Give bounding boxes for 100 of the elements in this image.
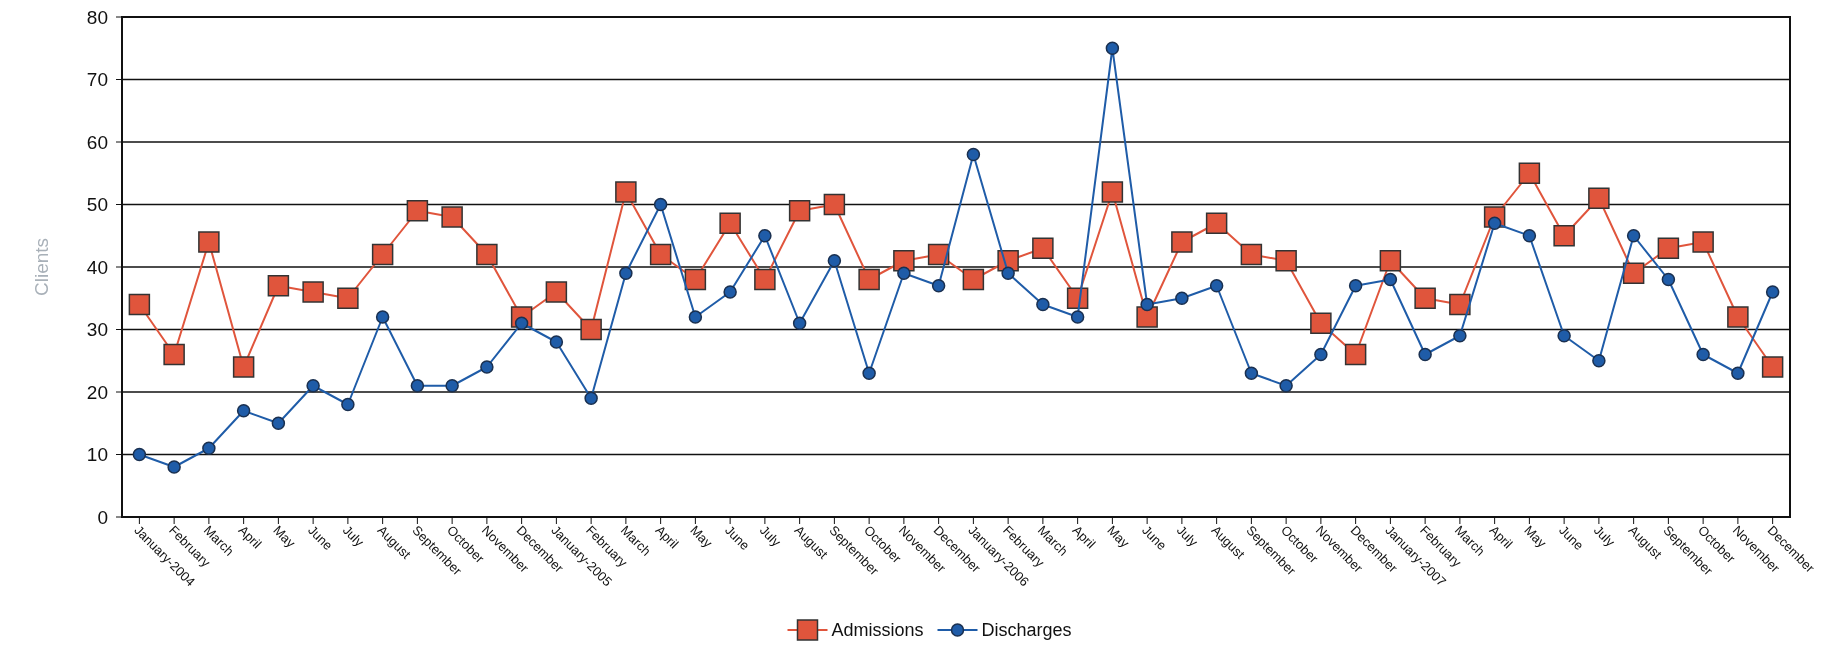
point	[163, 343, 185, 366]
x-tick-label: April	[1069, 522, 1099, 552]
x-tick-label: May	[687, 522, 716, 551]
point	[549, 335, 564, 349]
point	[371, 243, 394, 266]
point	[792, 316, 807, 330]
y-tick-label: 80	[86, 6, 108, 28]
point	[198, 231, 220, 253]
point	[1765, 285, 1780, 299]
point	[1414, 287, 1436, 309]
y-tick-label: 40	[86, 256, 108, 278]
legend-label: Discharges	[981, 620, 1072, 641]
point	[1626, 229, 1641, 243]
point	[580, 318, 602, 341]
point	[337, 287, 359, 309]
point	[893, 250, 915, 272]
point	[545, 281, 568, 303]
point	[1522, 229, 1537, 243]
point	[1383, 272, 1398, 287]
point	[1518, 162, 1541, 184]
point	[758, 229, 772, 243]
point	[1032, 237, 1054, 259]
point	[1171, 231, 1193, 253]
point	[167, 460, 181, 474]
y-tick-label: 30	[86, 319, 108, 341]
point	[1588, 187, 1610, 209]
point	[1661, 272, 1676, 287]
point	[862, 366, 876, 380]
point	[1101, 181, 1124, 203]
point	[202, 441, 216, 455]
legend-label: Admissions	[831, 620, 924, 641]
x-tick-label: April	[1486, 522, 1516, 552]
point	[897, 266, 911, 280]
point	[1379, 250, 1402, 272]
x-tick-label: July	[1590, 522, 1619, 550]
y-tick-label: 70	[86, 69, 108, 91]
point	[306, 379, 320, 393]
point	[1344, 343, 1367, 366]
point	[1036, 297, 1050, 312]
x-tick-label: April	[652, 522, 682, 552]
point	[1418, 347, 1432, 362]
point	[410, 379, 425, 393]
point	[1105, 41, 1120, 55]
point	[788, 200, 811, 222]
point	[441, 206, 463, 228]
point	[1244, 366, 1259, 380]
point	[1314, 347, 1328, 362]
point	[1205, 212, 1228, 234]
point	[1140, 297, 1154, 312]
point	[1449, 293, 1471, 316]
point	[1727, 306, 1749, 328]
point	[754, 268, 776, 291]
point	[1070, 310, 1085, 324]
point	[827, 254, 842, 268]
point	[1557, 329, 1571, 343]
point	[476, 243, 498, 266]
point	[1592, 354, 1606, 368]
point	[341, 397, 355, 412]
point	[1553, 225, 1575, 247]
point	[445, 379, 459, 393]
point	[132, 447, 147, 462]
point	[584, 391, 598, 405]
point	[1622, 262, 1645, 284]
point	[619, 266, 633, 280]
point	[302, 281, 324, 303]
point	[931, 279, 946, 293]
x-tick-label: July	[339, 522, 368, 550]
point	[1136, 306, 1158, 328]
point	[858, 268, 880, 291]
point	[1275, 250, 1297, 272]
y-axis-title: Clients	[31, 237, 52, 297]
y-tick-label: 10	[86, 444, 108, 466]
y-tick-label: 20	[86, 381, 108, 403]
y-tick-label: 0	[97, 506, 108, 528]
point	[966, 147, 981, 162]
point	[723, 285, 737, 299]
x-tick-label: May	[1521, 522, 1550, 551]
point	[232, 356, 255, 378]
y-tick-label: 50	[86, 194, 108, 216]
x-tick-label: May	[270, 522, 299, 551]
point	[1348, 279, 1363, 293]
y-tick-label: 60	[86, 131, 108, 153]
point	[1310, 312, 1332, 334]
point	[649, 243, 672, 266]
point	[653, 197, 668, 212]
point	[1279, 379, 1293, 393]
point	[406, 200, 429, 222]
point	[1453, 329, 1467, 343]
x-tick-label: May	[1104, 522, 1133, 551]
point	[1175, 291, 1189, 305]
point	[688, 310, 703, 324]
point	[375, 310, 390, 324]
point	[1657, 237, 1680, 259]
point	[962, 268, 985, 291]
point	[823, 193, 846, 216]
x-tick-label: July	[756, 522, 785, 550]
point	[128, 293, 151, 316]
point	[1209, 279, 1224, 293]
x-tick-label: April	[235, 522, 265, 552]
point	[480, 360, 494, 374]
